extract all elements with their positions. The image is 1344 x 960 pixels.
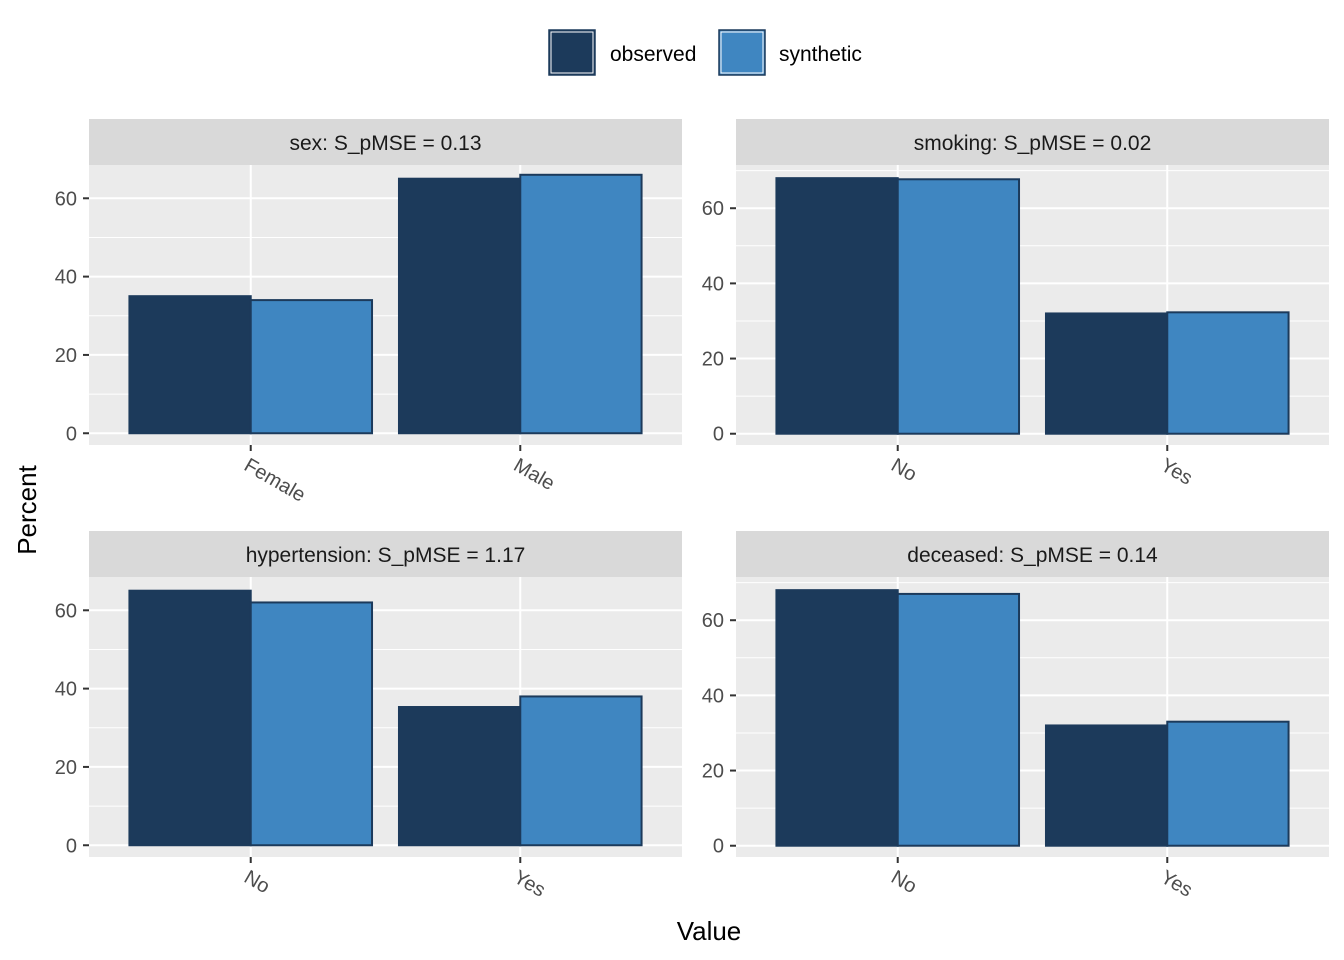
y-tick-label: 60 — [55, 600, 77, 622]
facet-title: deceased: S_pMSE = 0.14 — [907, 544, 1158, 567]
legend-key-observed — [548, 29, 596, 76]
y-tick-label: 40 — [55, 267, 77, 289]
bar-observed — [128, 589, 252, 847]
facet-title: hypertension: S_pMSE = 1.17 — [246, 544, 526, 567]
y-tick-label: 0 — [713, 836, 724, 858]
y-tick-label: 0 — [713, 424, 724, 446]
facet-strip — [89, 119, 682, 165]
x-tick-label: Yes — [1157, 866, 1196, 901]
y-axis-title: Percent — [12, 464, 42, 554]
bar-observed — [1044, 724, 1169, 847]
legend-label-synthetic: synthetic — [779, 43, 862, 66]
x-axis-title: Value — [677, 916, 742, 946]
y-tick-label: 0 — [66, 835, 77, 857]
facet-panel: deceased: S_pMSE = 0.14 0 20 40 60 No Yes — [702, 531, 1329, 902]
legend: observed synthetic — [548, 29, 862, 76]
bar-observed — [128, 295, 252, 435]
x-tick-label: No — [240, 866, 273, 898]
x-tick-label: Female — [240, 454, 309, 506]
bar-observed — [1044, 312, 1169, 435]
legend-label-observed: observed — [610, 43, 696, 66]
bar-synthetic — [249, 601, 374, 847]
y-tick-label: 40 — [702, 273, 724, 295]
bar-synthetic — [896, 178, 1021, 435]
y-tick-label: 40 — [55, 679, 77, 701]
y-tick-label: 60 — [702, 198, 724, 220]
y-tick-label: 60 — [55, 188, 77, 210]
facet-strip — [736, 119, 1329, 165]
y-tick-label: 20 — [55, 757, 77, 779]
facet-title: smoking: S_pMSE = 0.02 — [914, 132, 1152, 155]
x-tick-label: No — [887, 866, 920, 898]
facet-panels: sex: S_pMSE = 0.13 0 20 40 60 Female Male smoki… — [55, 119, 1329, 902]
facet-strip — [736, 531, 1329, 577]
y-tick-label: 20 — [702, 349, 724, 371]
bar-synthetic — [1166, 311, 1290, 435]
y-tick-label: 20 — [702, 761, 724, 783]
x-tick-label: Yes — [1157, 454, 1196, 489]
bar-observed — [397, 177, 522, 435]
y-tick-label: 60 — [702, 610, 724, 632]
facet-panel: smoking: S_pMSE = 0.02 0 20 40 60 No Yes — [702, 119, 1329, 490]
facet-panel: hypertension: S_pMSE = 1.17 0 20 40 60 No Yes — [55, 531, 682, 902]
bar-synthetic — [896, 592, 1021, 847]
bar-synthetic — [519, 695, 643, 847]
facet-title: sex: S_pMSE = 0.13 — [289, 132, 481, 155]
facet-strip — [89, 531, 682, 577]
y-tick-label: 20 — [55, 345, 77, 367]
bar-synthetic — [1166, 720, 1290, 847]
bar-synthetic — [249, 299, 374, 435]
bar-observed — [775, 589, 899, 847]
x-tick-label: No — [887, 454, 920, 486]
y-tick-label: 40 — [702, 685, 724, 707]
legend-key-synthetic — [718, 29, 766, 76]
x-tick-label: Male — [510, 454, 559, 495]
bar-observed — [775, 177, 899, 435]
x-tick-label: Yes — [510, 866, 549, 901]
bar-synthetic — [519, 173, 643, 435]
bar-observed — [397, 706, 522, 847]
facet-panel: sex: S_pMSE = 0.13 0 20 40 60 Female Male — [55, 119, 682, 507]
y-tick-label: 0 — [66, 423, 77, 445]
